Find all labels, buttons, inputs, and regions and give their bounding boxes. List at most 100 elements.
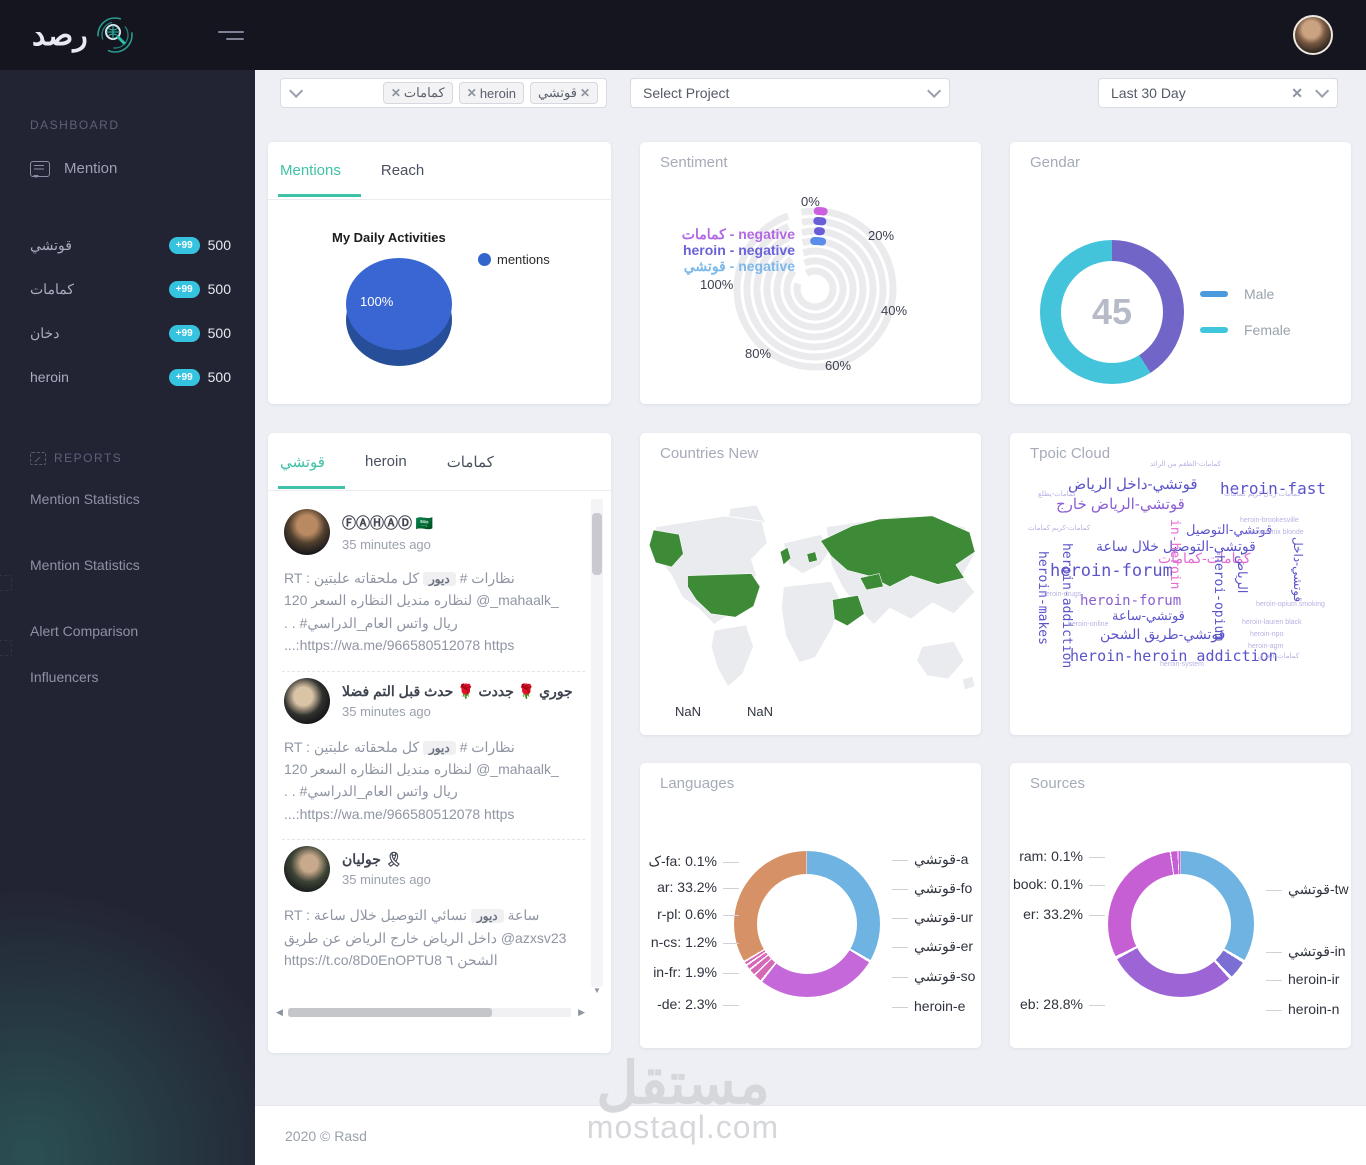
- sidebar-item-mention-statistics-2[interactable]: Mention Statistics: [30, 557, 140, 573]
- cloud-word[interactable]: heroin-heroin addiction: [1070, 647, 1278, 665]
- cloud-word[interactable]: قوتشي-طريق الشحن: [1100, 626, 1226, 642]
- donut-label: قوتشي-in: [1266, 943, 1346, 960]
- keyword-chip-kamamat[interactable]: ✕ كمامات: [382, 82, 453, 104]
- donut-label: n-cs: 1.2%: [651, 934, 739, 950]
- cloud-word[interactable]: قوتشي-التوصيل خلال ساعة: [1096, 538, 1256, 554]
- sidebar-alert-item[interactable]: قوتشي +99 500: [0, 223, 255, 267]
- feed-tab-gucci[interactable]: قوتشي: [278, 435, 345, 489]
- clear-date-icon[interactable]: ✕: [1291, 84, 1303, 101]
- sidebar-item-mention-statistics[interactable]: Mention Statistics: [30, 491, 140, 507]
- post-username[interactable]: جوليان 🎗: [342, 851, 403, 868]
- keywords-multiselect[interactable]: ✕ كمامات ✕ heroin قوتشي ✕: [280, 78, 607, 108]
- mentions-reach-card: Mentions Reach My Daily Activities 100% …: [268, 142, 611, 404]
- footer: 2020 © Rasd: [255, 1105, 1366, 1165]
- series-kamamat-negative[interactable]: كمامات - negative: [681, 226, 795, 242]
- sidebar-item-alert-comparison[interactable]: Alert Comparison: [30, 623, 139, 639]
- keyword-highlight-chip: ديور: [423, 572, 456, 586]
- word-cloud[interactable]: قوتشي-داخل الرياض heroin-fast قوتشي-الرياض…: [1010, 433, 1351, 735]
- post-username[interactable]: جوري 🌹 جددت 🌹 حدث قبل التم فضلا: [342, 682, 573, 699]
- scroll-right-arrow[interactable]: ▶: [578, 1007, 585, 1017]
- cloud-word[interactable]: قوتشي-داخل الرياض: [1068, 476, 1198, 493]
- donut-label: eb: 28.8%: [1020, 996, 1105, 1012]
- tab-reach[interactable]: Reach: [380, 162, 425, 179]
- cloud-word[interactable]: -الرياض: [1235, 551, 1250, 594]
- alert-keyword-label: دخان: [30, 324, 60, 341]
- map-country-caucasus: [859, 573, 884, 591]
- cloud-word[interactable]: in-heroin: [1167, 519, 1182, 590]
- sidebar-alert-item[interactable]: كمامات +99 500: [0, 267, 255, 311]
- keyword-chip-gucci[interactable]: قوتشي ✕: [529, 82, 598, 104]
- cloud-word[interactable]: heroin-forum: [1080, 593, 1182, 609]
- scroll-down-arrow[interactable]: ▼: [593, 986, 601, 995]
- topic-cloud-card: Tpoic Cloud قوتشي-داخل الرياض heroin-fast…: [1010, 433, 1351, 735]
- post-username[interactable]: ⒻⒶⒽⒶⒹ 🇸🇦: [342, 514, 434, 531]
- cloud-word[interactable]: heroin-fast: [1220, 479, 1326, 498]
- cloud-word[interactable]: كمامات-كمامات: [1158, 550, 1251, 566]
- cloud-word[interactable]: heroi-opium: [1211, 555, 1226, 642]
- remove-chip-icon[interactable]: ✕: [579, 86, 590, 100]
- sources-donut-chart[interactable]: [1108, 851, 1254, 997]
- feed-post[interactable]: ⒻⒶⒽⒶⒹ 🇸🇦 35 minutes ago نظارات # ديور كل…: [282, 503, 585, 672]
- daily-activities-title: My Daily Activities: [332, 230, 446, 245]
- chevron-down-icon: [1315, 83, 1330, 98]
- post-avatar[interactable]: [284, 677, 330, 724]
- map-country-saudi-arabia: [832, 595, 865, 627]
- gender-donut-chart[interactable]: 45: [1040, 240, 1184, 384]
- sidebar-alert-item[interactable]: دخان +99 500: [0, 311, 255, 355]
- app-logo[interactable]: رصد: [32, 14, 136, 56]
- cloud-word[interactable]: heroin-addiction: [1059, 543, 1074, 669]
- post-avatar[interactable]: [284, 509, 330, 555]
- edge-decoration-icon: [0, 575, 12, 591]
- horizontal-scrollbar[interactable]: [288, 1008, 571, 1017]
- alert-badge: +99: [168, 324, 200, 342]
- legend-female-dash: [1200, 327, 1228, 333]
- alert-count: 500: [207, 369, 231, 385]
- feed-post[interactable]: جوري 🌹 جددت 🌹 حدث قبل التم فضلا 35 minut…: [282, 672, 585, 841]
- post-avatar[interactable]: [284, 846, 330, 893]
- cloud-word[interactable]: قوتشي-الرياض خارج: [1056, 496, 1185, 513]
- feed-post[interactable]: جوليان 🎗 35 minutes ago ساعة ديور نسائي …: [282, 840, 585, 985]
- cloud-word[interactable]: heroin-forum: [1050, 561, 1173, 581]
- select-project-dropdown[interactable]: Select Project: [630, 78, 950, 108]
- countries-title: Countries New: [660, 445, 759, 462]
- keyword-chip-heroin[interactable]: ✕ heroin: [458, 82, 524, 104]
- sidebar-item-mention[interactable]: Mention: [30, 160, 255, 178]
- remove-chip-icon[interactable]: ✕: [466, 86, 477, 100]
- cloud-word[interactable]: قوتشي-التوصيل: [1186, 522, 1273, 537]
- map-country-alaska: [648, 529, 684, 568]
- menu-toggle-icon[interactable]: [217, 26, 244, 45]
- scroll-left-arrow[interactable]: ◀: [276, 1007, 283, 1017]
- alert-keyword-label: heroin: [30, 369, 69, 385]
- map-country-usa: [687, 573, 761, 618]
- series-gucci-negative[interactable]: قوتشي - negative: [683, 258, 795, 274]
- sentiment-radial-chart[interactable]: [640, 142, 981, 404]
- sentiment-series-labels: كمامات - negative heroin - negative قوتش…: [682, 226, 795, 274]
- scrollbar-thumb[interactable]: [592, 513, 602, 575]
- cloud-word[interactable]: قوتشي-ساعة: [1112, 608, 1185, 623]
- world-map[interactable]: [645, 505, 975, 690]
- alert-count: 500: [207, 325, 231, 341]
- feed-tab-kamamat[interactable]: كمامات: [446, 453, 494, 471]
- scrollbar-thumb[interactable]: [288, 1008, 492, 1017]
- feed-tab-heroin[interactable]: heroin: [364, 453, 407, 470]
- sidebar-item-influencers[interactable]: Influencers: [30, 669, 99, 685]
- cloud-word[interactable]: heroin-makes: [1035, 551, 1050, 645]
- user-avatar[interactable]: [1293, 15, 1333, 55]
- daily-activities-pie[interactable]: [346, 258, 452, 350]
- series-heroin-negative[interactable]: heroin - negative: [682, 242, 795, 258]
- gender-total-value: 45: [1091, 291, 1133, 332]
- cloud-tiny-word: heroin-brookesville: [1240, 517, 1299, 524]
- sidebar-alert-item[interactable]: heroin +99 500: [0, 355, 255, 399]
- tab-mentions[interactable]: Mentions: [278, 144, 361, 197]
- remove-chip-icon[interactable]: ✕: [390, 86, 401, 100]
- languages-donut-chart[interactable]: [734, 851, 880, 997]
- cloud-tiny-word: heroin-lauren black: [1242, 619, 1302, 626]
- chevron-down-icon[interactable]: [289, 83, 304, 98]
- feed-post-list[interactable]: ⒻⒶⒽⒶⒹ 🇸🇦 35 minutes ago نظارات # ديور كل…: [282, 503, 585, 993]
- donut-label: in-fr: 1.9%: [653, 964, 739, 980]
- cloud-word[interactable]: قوتشي-داخل: [1291, 537, 1305, 603]
- countries-map-card: Countries New NaN NaN: [640, 433, 981, 735]
- vertical-scrollbar[interactable]: [591, 499, 603, 987]
- date-range-dropdown[interactable]: Last 30 Day ✕: [1098, 78, 1338, 108]
- donut-label: book: 0.1%: [1013, 876, 1105, 892]
